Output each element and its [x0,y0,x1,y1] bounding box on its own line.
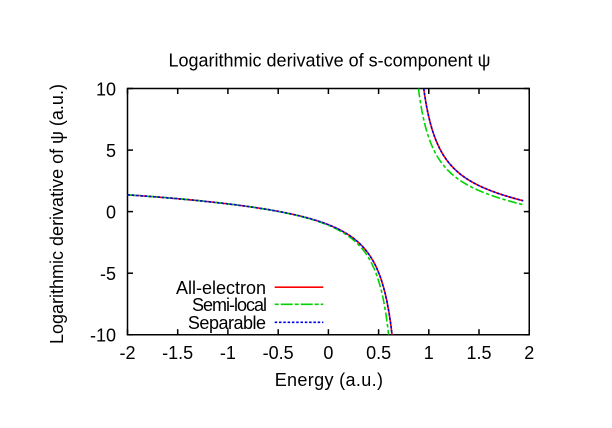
svg-text:Logarithmic derivative of s-co: Logarithmic derivative of s-component ψ [169,51,491,71]
svg-text:Separable: Separable [188,313,266,333]
svg-text:Logarithmic derivative of ψ (a: Logarithmic derivative of ψ (a.u.) [47,84,67,344]
svg-text:-10: -10 [90,326,116,346]
svg-text:Semi-local: Semi-local [192,295,266,315]
svg-text:1.5: 1.5 [466,343,491,363]
svg-text:0: 0 [323,343,333,363]
svg-text:-5: -5 [100,264,116,284]
svg-text:-1.5: -1.5 [162,343,193,363]
svg-text:All-electron: All-electron [176,278,266,298]
svg-text:-2: -2 [119,343,135,363]
svg-text:5: 5 [106,141,116,161]
svg-text:-0.5: -0.5 [263,343,294,363]
svg-text:0: 0 [106,202,116,222]
svg-text:2: 2 [524,343,534,363]
svg-text:10: 10 [96,79,116,99]
svg-text:-1: -1 [220,343,236,363]
svg-text:1: 1 [424,343,434,363]
svg-text:Energy (a.u.): Energy (a.u.) [275,370,384,390]
svg-text:0.5: 0.5 [366,343,391,363]
